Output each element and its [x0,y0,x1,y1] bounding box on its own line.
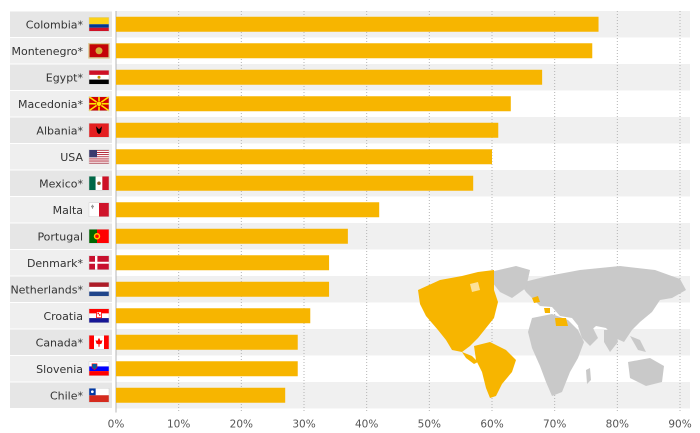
category-labels: Colombia* Montenegro* Egypt* Macedonia* Alba… [10,18,83,402]
bar [116,175,474,191]
category-label: USA [60,151,83,164]
flag-colombia-icon [88,17,110,32]
x-tick-label: 30% [292,419,315,431]
bar [116,43,593,59]
flag-mexico-icon [88,176,110,191]
category-label: Slovenia [36,363,83,376]
bar [116,308,311,324]
flag-canada-icon [88,335,110,350]
bar [116,334,298,350]
flag-slovenia-icon [88,361,110,376]
x-tick-label: 40% [355,419,378,431]
category-label: Croatia [43,310,83,323]
category-label: Denmark* [27,257,84,270]
flag-egypt-icon [88,70,110,85]
x-tick-label: 0% [108,419,125,431]
category-label: Egypt* [46,71,84,84]
category-label: Netherlands* [10,283,83,296]
bar [116,281,330,297]
bar [116,149,492,165]
x-tick-label: 60% [480,419,503,431]
bars [116,16,599,403]
category-label: Albania* [36,124,83,137]
category-label: Portugal [37,230,83,243]
bar [116,361,298,377]
x-tick-label: 50% [418,419,441,431]
bar [116,16,599,32]
x-tick-label: 20% [230,419,253,431]
flag-croatia-icon [88,308,110,323]
category-label: Macedonia* [18,98,84,111]
flag-usa-icon [88,149,110,164]
bar [116,122,499,138]
category-label: Chile* [50,389,84,402]
category-label: Malta [53,204,83,217]
category-label: Montenegro* [11,45,83,58]
flag-portugal-icon [88,229,110,244]
flag-montenegro-icon [88,43,110,59]
bar [116,387,286,403]
x-tick-label: 80% [606,419,629,431]
flag-macedonia-icon [88,96,110,112]
flag-albania-icon [88,123,110,138]
flags [88,17,110,403]
category-label: Colombia* [26,18,84,31]
x-tick-label: 90% [668,419,691,431]
flag-denmark-icon [88,255,110,270]
x-tick-label: 10% [167,419,190,431]
category-label: Mexico* [39,177,83,190]
bar [116,228,348,244]
x-axis-ticks: 0% 10% 20% 30% 40% 50% 60% 70% 80% 90% [108,419,692,431]
flag-netherlands-icon [88,282,110,297]
bar [116,202,380,218]
x-tick-label: 70% [543,419,566,431]
bar [116,96,511,112]
category-label: Canada* [36,336,84,349]
flag-chile-icon [88,388,110,403]
world-map-icon [418,266,686,398]
bar [116,255,330,271]
bar [116,69,543,85]
flag-malta-icon [88,202,110,217]
